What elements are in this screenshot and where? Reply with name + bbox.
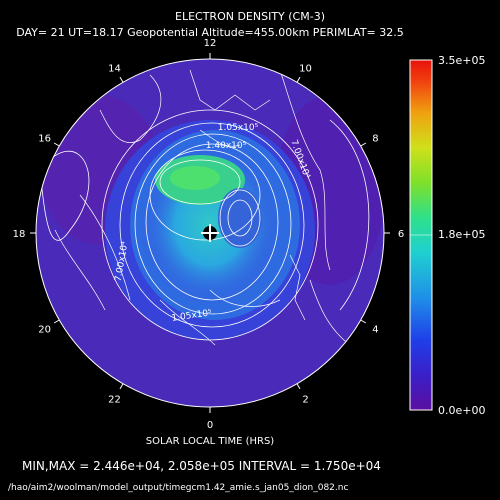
hour-label-0: 0 — [207, 420, 213, 431]
axis-label: SOLAR LOCAL TIME (HRS) — [146, 436, 275, 447]
file-path: /hao/aim2/woolman/model_output/timegcm1.… — [8, 483, 348, 493]
density-peak-core — [170, 166, 220, 190]
hour-label-12: 12 — [204, 38, 217, 49]
hour-label-16: 16 — [38, 134, 51, 145]
hour-label-20: 20 — [38, 325, 51, 336]
hour-tick — [296, 76, 301, 83]
hour-tick — [360, 319, 367, 324]
colorbar: 3.5e+05 1.8e+05 0.0e+00 — [409, 54, 485, 417]
hour-ticks — [30, 53, 390, 413]
hour-tick — [53, 142, 60, 147]
colorbar-max-label: 3.5e+05 — [438, 54, 485, 67]
hour-label-6: 6 — [398, 229, 404, 240]
density-trough — [218, 188, 262, 248]
colorbar-min-label: 0.0e+00 — [438, 404, 485, 417]
hour-tick — [119, 383, 124, 390]
plot-subtitle: DAY= 21 UT=18.17 Geopotential Altitude=4… — [16, 26, 404, 39]
hour-tick — [360, 142, 367, 147]
contour-label-top: 1.05x10⁵ — [218, 123, 259, 133]
hour-tick — [119, 76, 124, 83]
hour-label-22: 22 — [108, 394, 121, 405]
hour-label-4: 4 — [372, 325, 378, 336]
hour-labels: 12 14 16 18 20 22 0 2 4 6 8 10 — [13, 38, 405, 431]
hour-label-10: 10 — [299, 64, 312, 75]
hour-tick — [296, 383, 301, 390]
minmax-readout: MIN,MAX = 2.446e+04, 2.058e+05 INTERVAL … — [22, 459, 381, 473]
colorbar-mid-label: 1.8e+05 — [438, 228, 485, 241]
contour-label-upper-mid: 1.40x10⁵ — [206, 141, 247, 151]
contour-lines — [39, 109, 370, 341]
pole-marker-icon — [201, 224, 219, 242]
hour-label-2: 2 — [302, 394, 308, 405]
plot-title: ELECTRON DENSITY (CM-3) — [175, 10, 325, 23]
hour-label-8: 8 — [372, 134, 378, 145]
coastlines — [54, 69, 351, 346]
hour-label-18: 18 — [13, 229, 26, 240]
hour-label-14: 14 — [108, 64, 121, 75]
hour-tick — [53, 319, 60, 324]
